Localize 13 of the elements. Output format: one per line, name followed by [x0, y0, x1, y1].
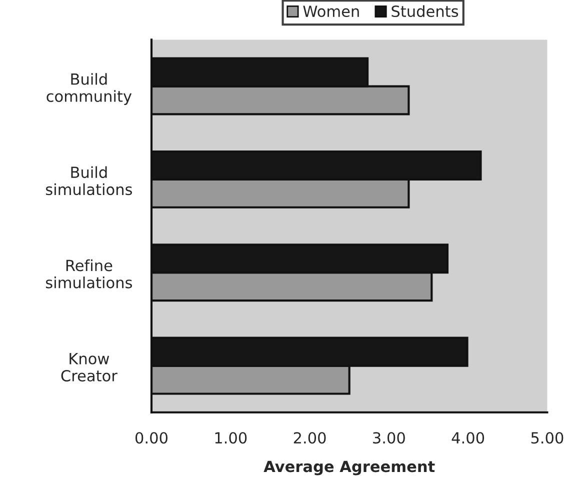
x-tick-label: 3.00: [373, 432, 405, 444]
x-tick-label: 1.00: [215, 432, 247, 444]
y-tick-label: Build community: [46, 73, 132, 105]
legend-label: Women: [303, 6, 359, 18]
y-tick-label: Know Creator: [61, 353, 118, 382]
y-tick-label: Build simulations: [46, 166, 132, 196]
x-tick-label: 2.00: [294, 432, 326, 444]
y-tick-label: Refine simulations: [46, 259, 132, 288]
x-axis-title: Average Agreement: [264, 460, 435, 476]
x-tick-label: 5.00: [531, 432, 564, 444]
legend-label: Students: [392, 5, 458, 18]
x-tick-label: 4.00: [452, 432, 484, 444]
x-tick-label: 0.00: [135, 432, 168, 444]
